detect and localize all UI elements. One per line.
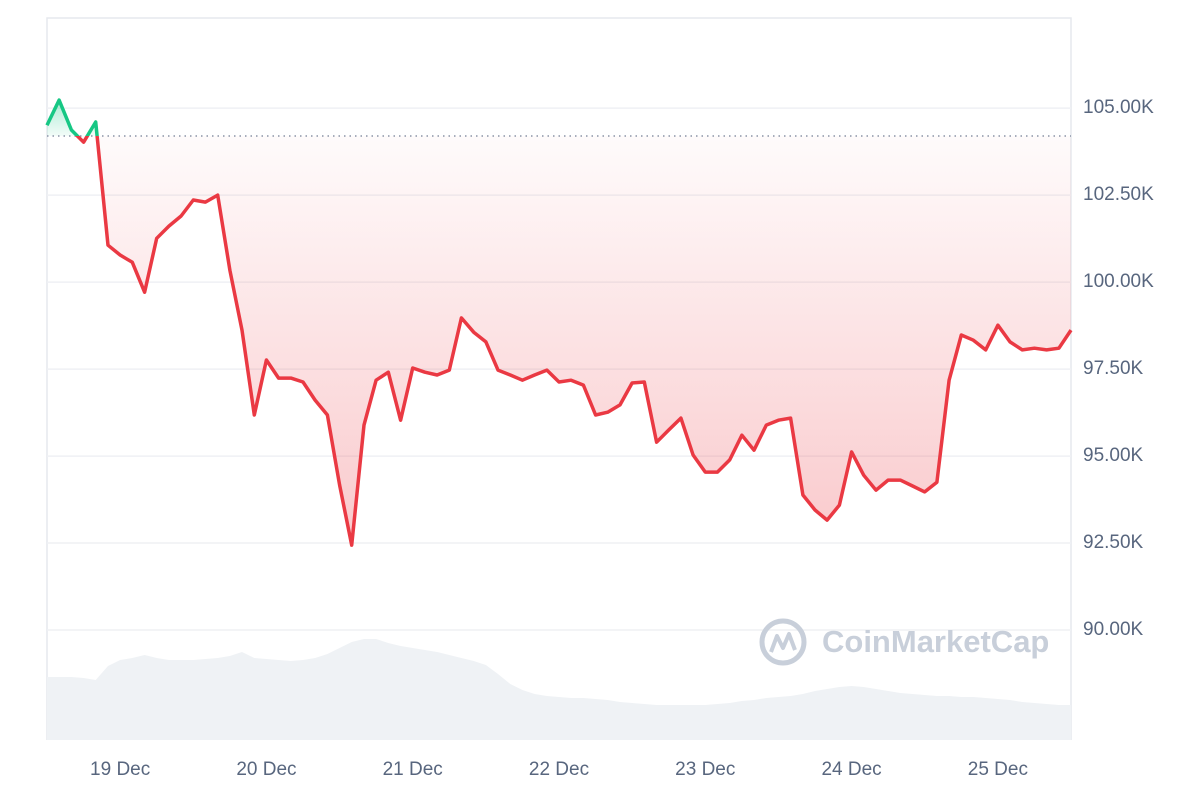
volume-layer bbox=[47, 639, 1071, 740]
x-tick-label: 20 Dec bbox=[236, 759, 296, 780]
y-tick-label: 102.50K bbox=[1083, 184, 1154, 205]
y-tick-label: 97.50K bbox=[1083, 358, 1144, 379]
watermark-logo-mark bbox=[769, 632, 797, 653]
x-tick-label: 24 Dec bbox=[821, 759, 881, 780]
price-line-down bbox=[74, 135, 1073, 547]
labels: 90.00K 92.50K 95.00K 97.50K 100.00K 102.50K 10… bbox=[90, 97, 1154, 780]
x-tick-label: 21 Dec bbox=[383, 759, 443, 780]
x-tick-label: 22 Dec bbox=[529, 759, 589, 780]
x-tick-label: 25 Dec bbox=[968, 759, 1028, 780]
y-tick-label: 90.00K bbox=[1083, 619, 1144, 640]
watermark-logo bbox=[759, 618, 807, 666]
plot bbox=[45, 98, 1073, 547]
y-tick-label: 92.50K bbox=[1083, 532, 1144, 553]
area-up bbox=[47, 100, 98, 136]
watermark: CoinMarketCap bbox=[759, 618, 1049, 666]
y-tick-label: 100.00K bbox=[1083, 271, 1154, 292]
plot-frame bbox=[46, 17, 1072, 740]
volume-area bbox=[47, 639, 1071, 740]
x-tick-label: 19 Dec bbox=[90, 759, 150, 780]
y-tick-label: 105.00K bbox=[1083, 97, 1154, 118]
watermark-text: CoinMarketCap bbox=[822, 624, 1049, 659]
y-tick-label: 95.00K bbox=[1083, 445, 1144, 466]
area-down bbox=[47, 135, 1071, 546]
x-tick-label: 23 Dec bbox=[675, 759, 735, 780]
